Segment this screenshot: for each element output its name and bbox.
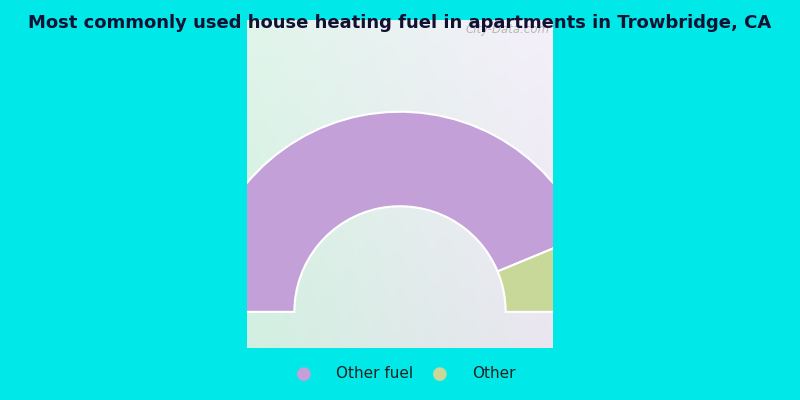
Text: City-Data.com: City-Data.com bbox=[466, 23, 550, 36]
Text: Other: Other bbox=[472, 366, 515, 382]
Text: ●: ● bbox=[432, 365, 448, 383]
Wedge shape bbox=[200, 112, 585, 312]
Text: ●: ● bbox=[296, 365, 312, 383]
Text: Other fuel: Other fuel bbox=[336, 366, 413, 382]
Wedge shape bbox=[498, 235, 600, 312]
Text: Most commonly used house heating fuel in apartments in Trowbridge, CA: Most commonly used house heating fuel in… bbox=[28, 14, 772, 32]
